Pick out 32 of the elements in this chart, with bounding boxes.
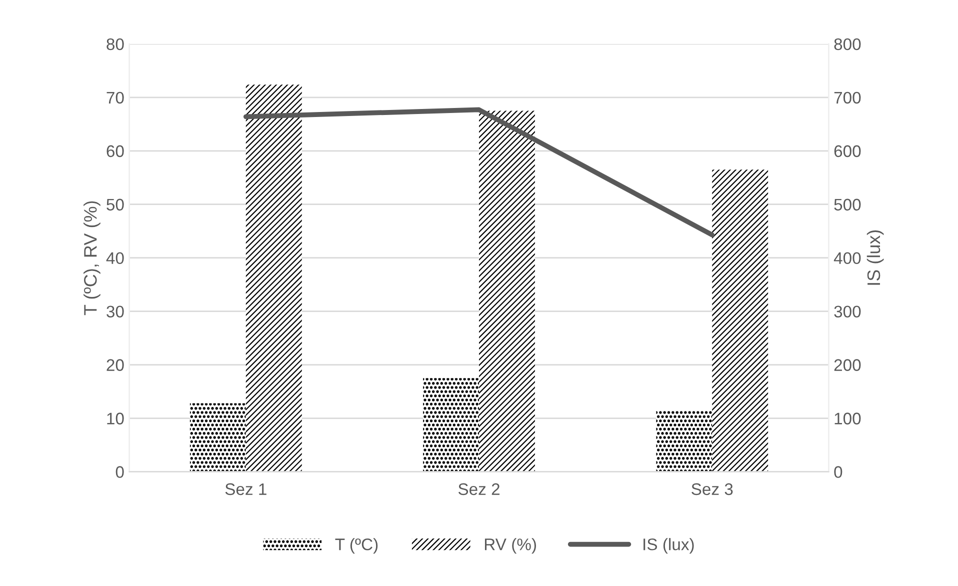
y-tick-label: 50: [106, 198, 124, 211]
y-tick-label: 10: [107, 412, 124, 424]
y-tick-label: 0: [116, 466, 124, 478]
y-axis-title: T (ºC), RV (%): [84, 201, 100, 316]
y2-tick-label: 700: [834, 92, 861, 104]
y-tick-label: 20: [106, 359, 124, 371]
legend-label: IS (lux): [644, 538, 694, 554]
y-tick-label: 40: [106, 252, 124, 264]
bar: [246, 84, 302, 472]
y-tick-label: 70: [106, 92, 124, 104]
y2-tick-label: 300: [834, 306, 861, 318]
y2-tick-label: 400: [834, 252, 861, 264]
bar: [190, 403, 246, 472]
y2-tick-label: 800: [834, 38, 861, 50]
bar: [479, 110, 535, 472]
y2-axis-title: IS (lux): [866, 230, 884, 285]
bar: [712, 170, 768, 472]
x-tick-label: Sez 1: [225, 483, 266, 496]
x-tick-label: Sez 3: [692, 483, 733, 496]
bar: [656, 410, 712, 472]
y-tick-label: 80: [106, 38, 124, 50]
legend-label: RV (%): [484, 538, 536, 554]
y-tick-label: 30: [106, 306, 124, 318]
x-tick-label: Sez 2: [458, 483, 500, 496]
y2-tick-label: 200: [834, 359, 861, 371]
bar: [423, 378, 479, 472]
y2-tick-label: 500: [834, 198, 861, 211]
y2-tick-label: 100: [834, 412, 861, 424]
y-tick-label: 60: [106, 145, 124, 158]
y2-tick-label: 600: [834, 145, 861, 158]
y2-tick-label: 0: [834, 466, 842, 478]
legend-label: T (ºC): [335, 538, 378, 554]
